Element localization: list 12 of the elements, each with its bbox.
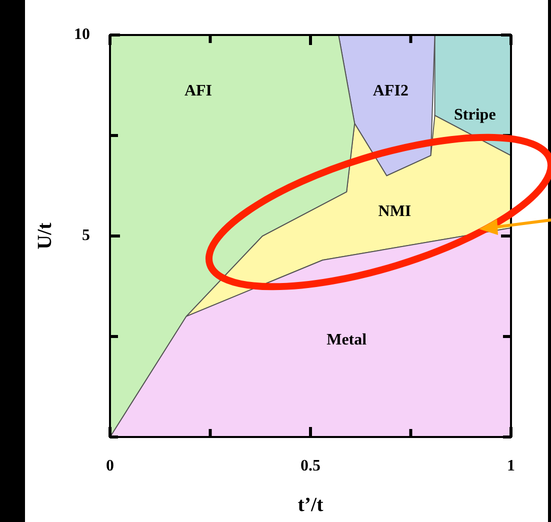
series-label: AFI: [184, 82, 212, 100]
x-tick-label: 0.5: [300, 458, 320, 475]
y-axis-title: U/t: [34, 222, 56, 250]
x-tick-label: 1: [507, 458, 515, 475]
series-label: NMI: [378, 203, 412, 220]
series-label: Stripe: [454, 106, 496, 124]
series-label: AFI2: [372, 82, 408, 100]
y-tick-label: 5: [82, 227, 90, 244]
x-axis-title: t’/t: [298, 494, 324, 516]
x-tick-label: 0: [106, 458, 114, 475]
y-tick-label: 10: [74, 26, 90, 44]
series-label: Metal: [326, 332, 368, 349]
